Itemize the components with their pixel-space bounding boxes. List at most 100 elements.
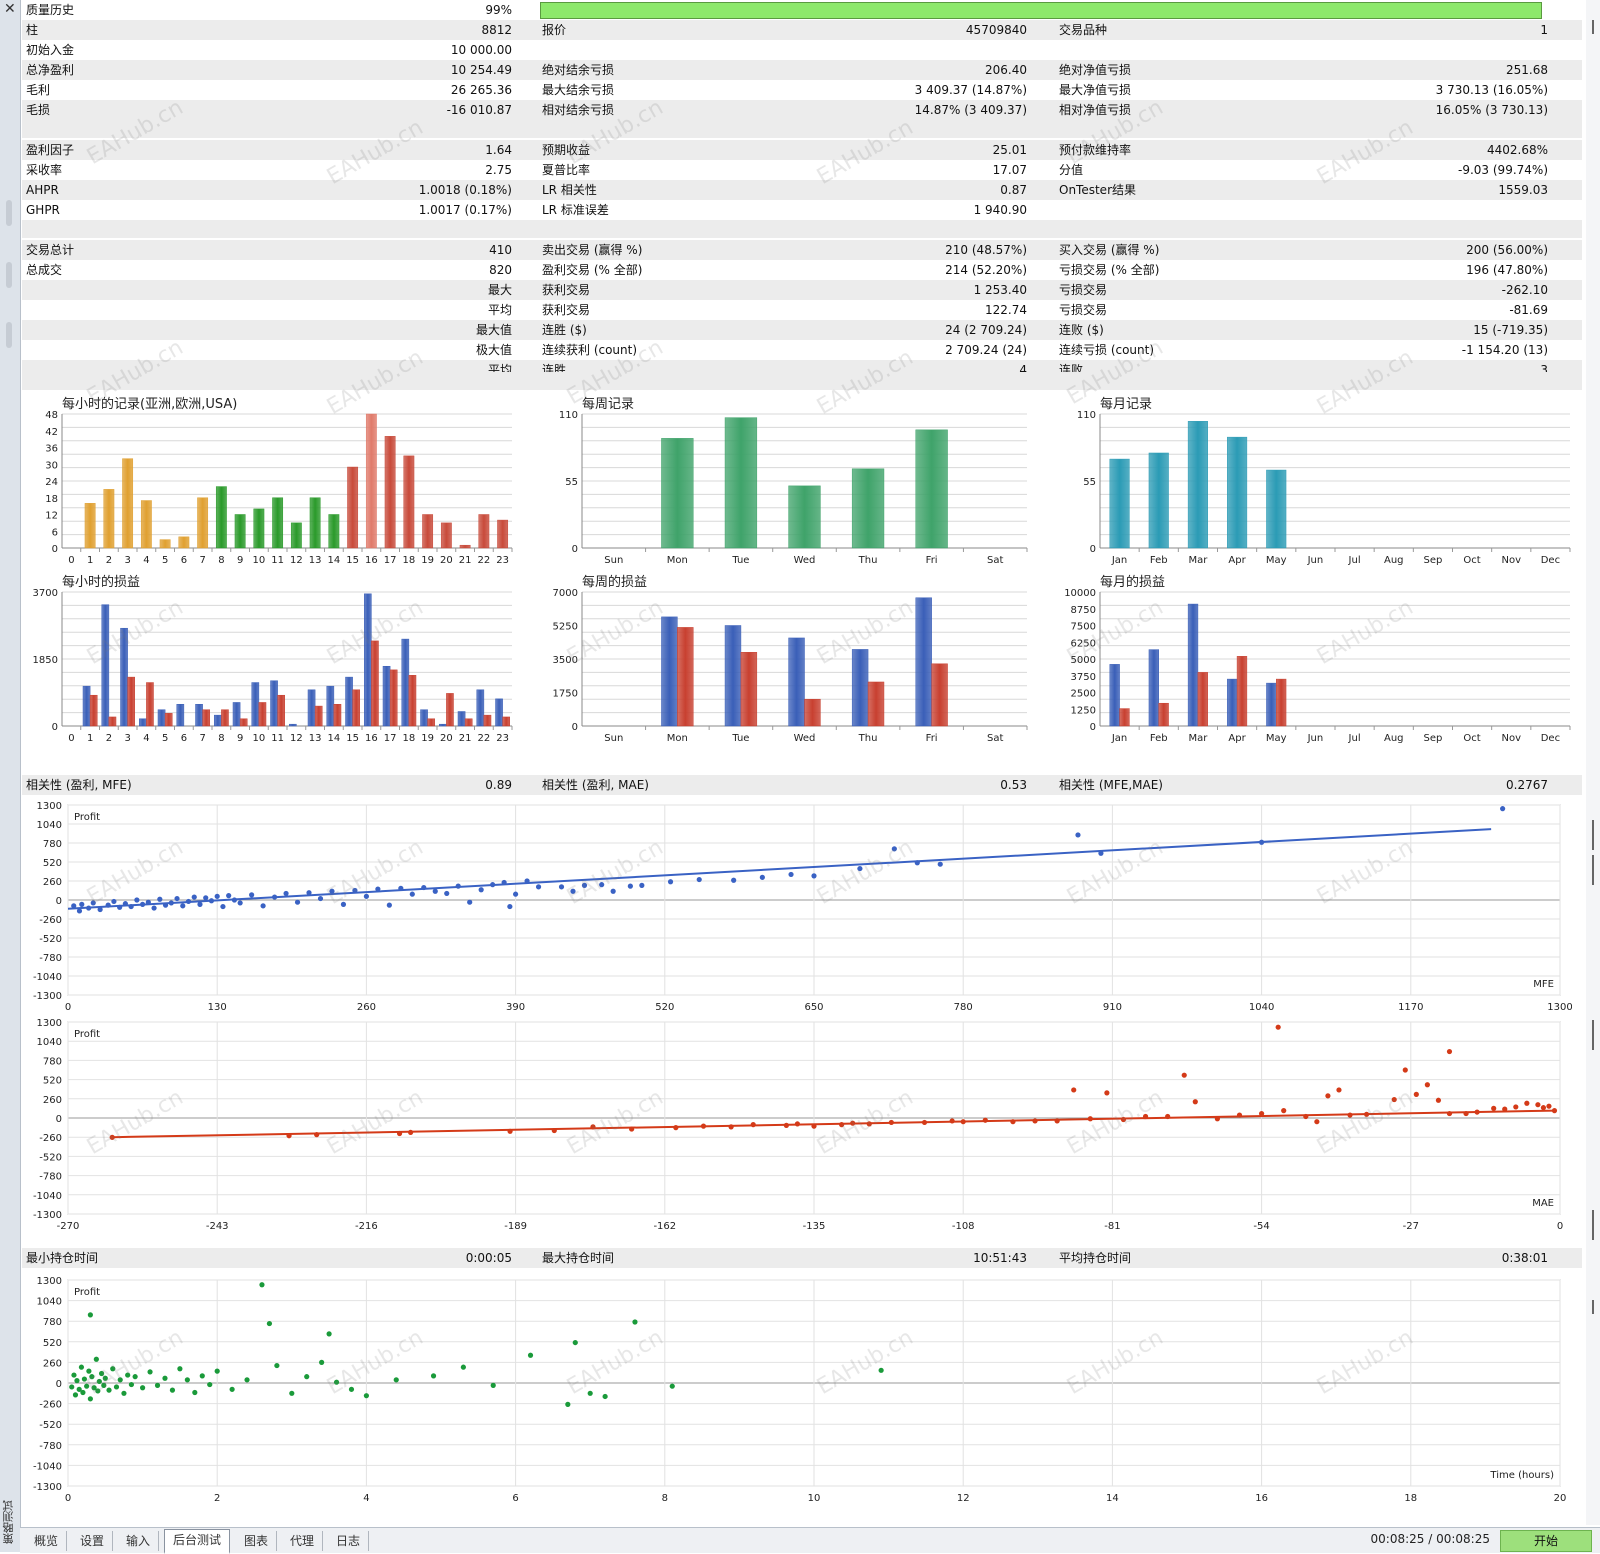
scatter-point bbox=[363, 1393, 369, 1399]
tab-2[interactable]: 输入 bbox=[118, 1531, 160, 1551]
grip-handle[interactable] bbox=[6, 322, 12, 348]
scatter-point bbox=[231, 897, 238, 903]
tab-5[interactable]: 代理 bbox=[282, 1531, 324, 1551]
x-tick-label: 12 bbox=[290, 733, 303, 744]
stat-value: 200 (56.00%) bbox=[1466, 243, 1548, 257]
stat-label: 亏损交易 (% 全部) bbox=[1059, 263, 1160, 277]
scatter-point bbox=[921, 1119, 928, 1126]
close-icon[interactable]: ✕ bbox=[4, 1, 16, 17]
x-tick-label: Mon bbox=[667, 733, 688, 744]
bar bbox=[495, 698, 503, 727]
x-tick-label: -189 bbox=[504, 1221, 527, 1232]
scatter-point bbox=[788, 871, 794, 878]
stat-label: 获利交易 bbox=[542, 303, 591, 317]
stat-label: 连续亏损 (count) bbox=[1059, 343, 1155, 357]
scatter-point bbox=[602, 1393, 608, 1400]
bar bbox=[197, 497, 209, 549]
start-button[interactable]: 开始 bbox=[1500, 1530, 1592, 1552]
tab-1[interactable]: 设置 bbox=[72, 1531, 114, 1551]
scatter-point bbox=[700, 1123, 707, 1129]
scatter-point bbox=[507, 1128, 513, 1134]
stats-row: GHPR 1.0017 (0.17%) LR 标准误差 1 940.90 bbox=[22, 200, 1582, 220]
bar bbox=[202, 709, 210, 727]
tab-4[interactable]: 图表 bbox=[236, 1531, 278, 1551]
stat-label: 获利交易 bbox=[542, 283, 591, 297]
bar bbox=[851, 468, 885, 549]
bar bbox=[867, 681, 885, 727]
tab-0[interactable]: 概览 bbox=[26, 1531, 68, 1551]
grip-handle[interactable] bbox=[6, 262, 12, 288]
bar bbox=[1109, 458, 1130, 549]
x-tick-label: 19 bbox=[421, 733, 434, 744]
tab-3[interactable]: 后台测试 bbox=[164, 1529, 231, 1554]
scatter-point bbox=[1098, 850, 1104, 856]
scatter-point bbox=[109, 1134, 115, 1140]
y-tick-label: -520 bbox=[39, 934, 62, 945]
stat-value: 平均 bbox=[487, 303, 512, 317]
scatter-point bbox=[192, 1389, 198, 1396]
bar bbox=[214, 714, 222, 727]
bar bbox=[234, 514, 246, 549]
quality-row: 质量历史 99% bbox=[22, 0, 1582, 20]
bar bbox=[661, 616, 678, 727]
x-tick-label: Mar bbox=[1188, 555, 1208, 566]
scatter-point bbox=[1474, 1109, 1480, 1115]
stat-value: 10 000.00 bbox=[450, 43, 512, 57]
bar bbox=[502, 716, 510, 727]
scatter-point bbox=[147, 1369, 153, 1375]
scatter-point bbox=[565, 1401, 571, 1407]
x-tick-label: Aug bbox=[1384, 733, 1404, 744]
vertical-scrollbar[interactable] bbox=[1586, 0, 1600, 1525]
x-tick-label: 7 bbox=[199, 555, 205, 566]
scatter-point bbox=[610, 888, 616, 894]
stat-label: 亏损交易 bbox=[1059, 303, 1108, 317]
bar bbox=[724, 417, 758, 549]
scatter-point bbox=[673, 1125, 679, 1131]
x-tick-label: -108 bbox=[952, 1221, 975, 1232]
scatter-point bbox=[1071, 1087, 1077, 1093]
scatter-point bbox=[363, 893, 369, 899]
bar bbox=[272, 497, 284, 549]
y-tick-label: 24 bbox=[45, 477, 58, 488]
scatter-point bbox=[396, 1130, 403, 1137]
stat-label: 相关性 (盈利, MFE) bbox=[26, 778, 132, 792]
scatter-point bbox=[501, 879, 507, 886]
grip-handle[interactable] bbox=[6, 200, 12, 226]
bar bbox=[333, 704, 342, 727]
y-axis-label: Profit bbox=[74, 1287, 100, 1298]
x-tick-label: 13 bbox=[309, 555, 322, 566]
y-tick-label: 0 bbox=[572, 544, 578, 555]
bar bbox=[328, 514, 340, 549]
scatter-point bbox=[1551, 1108, 1558, 1114]
x-tick-label: 10 bbox=[253, 733, 266, 744]
bar bbox=[1236, 656, 1248, 727]
tab-6[interactable]: 日志 bbox=[328, 1531, 370, 1551]
scatter-point bbox=[1446, 1048, 1453, 1055]
scatter-chart: 130010407805202600-260-520-780-1040-1300… bbox=[33, 801, 1572, 1013]
scatter-point bbox=[101, 1382, 107, 1388]
quality-progress-bar bbox=[540, 2, 1542, 19]
stat-value: 214 (52.20%) bbox=[945, 263, 1027, 277]
scatter-point bbox=[1336, 1087, 1342, 1093]
scatter-point bbox=[1010, 1119, 1016, 1125]
stat-value: 1 940.90 bbox=[973, 203, 1027, 217]
x-tick-label: 0 bbox=[1557, 1221, 1563, 1232]
y-tick-label: -780 bbox=[39, 953, 62, 964]
elapsed-timer: 00:08:25 / 00:08:25 bbox=[1370, 1532, 1490, 1546]
x-tick-label: -54 bbox=[1253, 1221, 1269, 1232]
y-axis-label: Profit bbox=[74, 1029, 100, 1040]
bar bbox=[103, 489, 115, 549]
y-tick-label: 520 bbox=[43, 1076, 62, 1087]
scatter-chart: 130010407805202600-260-520-780-1040-1300… bbox=[33, 1018, 1563, 1232]
x-tick-label: -81 bbox=[1104, 1221, 1120, 1232]
stat-value: 1.0018 (0.18%) bbox=[418, 183, 512, 197]
scatter-point bbox=[460, 1364, 466, 1370]
scatter-point bbox=[80, 1389, 86, 1396]
x-tick-label: 21 bbox=[459, 733, 472, 744]
x-tick-label: Fri bbox=[926, 555, 938, 566]
scatter-point bbox=[1446, 1110, 1453, 1117]
scatter-point bbox=[140, 1385, 146, 1391]
x-tick-label: Feb bbox=[1150, 733, 1168, 744]
panel-vertical-title: 策略测试 bbox=[2, 1500, 15, 1544]
